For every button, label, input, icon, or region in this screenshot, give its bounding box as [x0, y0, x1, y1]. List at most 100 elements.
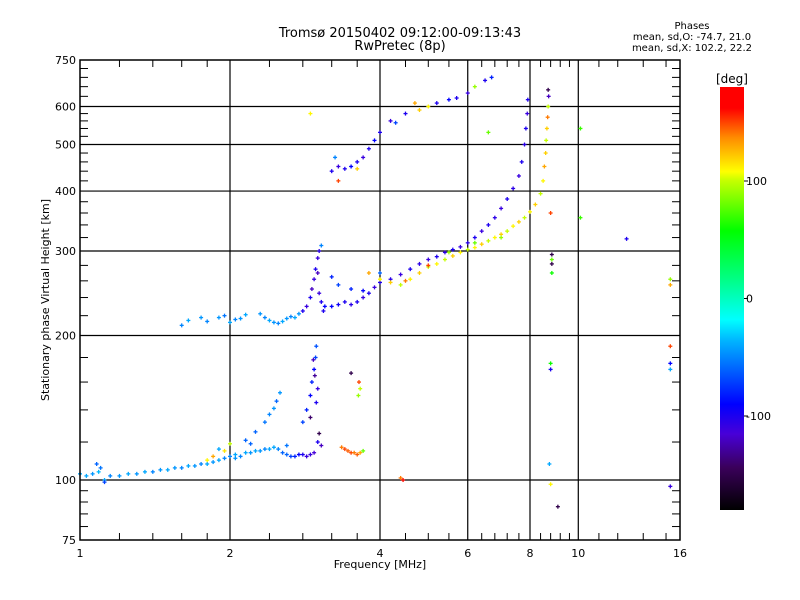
data-point	[216, 447, 221, 452]
data-point	[309, 287, 314, 292]
data-point	[516, 219, 521, 224]
data-point	[578, 126, 583, 131]
data-point	[228, 441, 232, 446]
data-point	[271, 320, 276, 325]
data-point	[578, 215, 583, 220]
data-point	[222, 456, 227, 461]
data-point	[547, 461, 552, 466]
colorbar-gradient	[720, 87, 744, 510]
data-point	[238, 454, 243, 459]
data-point	[465, 91, 470, 96]
data-point	[315, 440, 320, 445]
data-point	[284, 452, 289, 457]
data-point	[426, 263, 431, 268]
data-point	[511, 224, 516, 229]
data-point	[98, 465, 103, 470]
data-point	[333, 155, 338, 160]
data-point	[446, 250, 451, 255]
data-point	[486, 238, 491, 243]
data-point	[222, 448, 227, 453]
data-point	[361, 448, 366, 453]
data-point	[276, 447, 281, 452]
data-point	[304, 304, 309, 309]
data-point	[472, 235, 477, 240]
data-point	[94, 461, 99, 466]
x-tick-label: 1	[77, 547, 84, 560]
data-point	[253, 429, 258, 434]
data-point	[489, 75, 494, 80]
data-point	[417, 108, 422, 113]
data-point	[465, 240, 470, 245]
data-point	[479, 229, 484, 234]
data-point	[525, 111, 530, 116]
data-point	[548, 367, 553, 372]
data-point	[96, 469, 101, 474]
data-point	[349, 371, 354, 376]
data-point	[442, 250, 447, 255]
data-point	[158, 467, 163, 472]
data-point	[262, 315, 267, 320]
data-point	[319, 243, 324, 248]
data-point	[336, 164, 341, 169]
data-point	[541, 178, 546, 183]
data-point	[211, 460, 216, 465]
y-tick-label: 300	[55, 245, 76, 258]
phases-stats-title: Phases	[674, 21, 710, 32]
data-point	[401, 478, 406, 483]
data-point	[315, 386, 320, 391]
data-point	[434, 261, 439, 266]
data-point	[408, 267, 413, 272]
data-point	[544, 126, 549, 131]
data-point	[319, 443, 324, 448]
data-point	[280, 450, 285, 455]
data-point	[486, 130, 491, 135]
data-point	[339, 445, 344, 450]
data-point	[205, 319, 210, 324]
data-point	[288, 314, 293, 319]
data-point	[544, 138, 549, 143]
data-point	[549, 270, 554, 275]
data-point	[366, 270, 371, 275]
data-point	[486, 222, 491, 227]
data-point	[233, 456, 238, 461]
data-point	[262, 420, 267, 425]
data-point	[314, 344, 319, 349]
data-point	[258, 311, 263, 316]
data-point	[403, 278, 408, 283]
data-point	[228, 454, 232, 459]
data-point	[549, 252, 554, 257]
data-point	[355, 452, 360, 457]
data-point	[499, 206, 504, 211]
data-point	[329, 304, 334, 309]
data-point	[548, 482, 553, 487]
data-point	[271, 406, 276, 411]
data-point	[336, 282, 341, 287]
data-point	[315, 256, 320, 261]
data-point	[522, 142, 527, 147]
data-point	[304, 407, 309, 412]
data-point	[555, 504, 560, 509]
data-point	[216, 315, 221, 320]
data-point	[356, 380, 361, 385]
data-point	[542, 164, 547, 169]
data-point	[624, 236, 629, 241]
data-point	[243, 450, 248, 455]
data-point	[248, 441, 253, 446]
data-point	[296, 311, 301, 316]
data-point	[314, 400, 319, 405]
data-point	[450, 253, 455, 258]
data-point	[317, 249, 322, 254]
data-point	[312, 450, 317, 455]
y-tick-label: 400	[55, 185, 76, 198]
data-point	[311, 357, 316, 362]
data-point	[150, 469, 155, 474]
data-point	[393, 120, 398, 125]
data-point	[84, 473, 89, 478]
data-point	[142, 469, 147, 474]
data-point	[179, 323, 184, 328]
y-tick-label: 75	[62, 534, 76, 547]
data-point	[248, 450, 253, 455]
data-point	[267, 447, 272, 452]
x-tick-label: 8	[527, 547, 534, 560]
